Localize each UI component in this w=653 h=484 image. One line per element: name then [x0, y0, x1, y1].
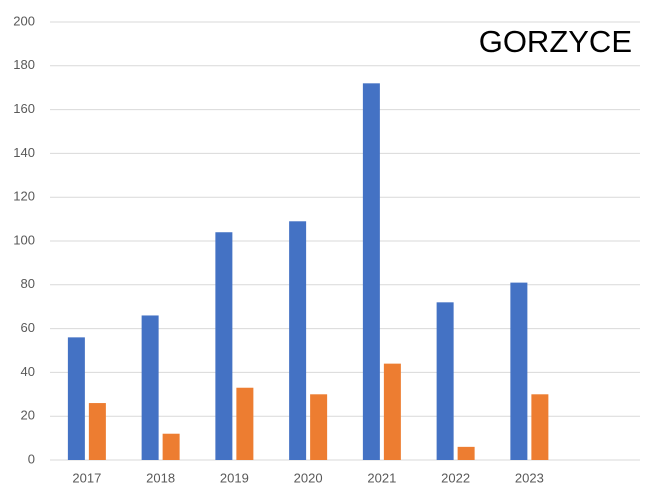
x-tick-label: 2023	[515, 470, 544, 484]
y-tick-label: 80	[21, 276, 35, 291]
x-tick-label: 2017	[72, 470, 101, 484]
y-tick-label: 160	[13, 101, 35, 116]
bar	[436, 302, 454, 460]
bar	[215, 232, 233, 460]
y-tick-label: 180	[13, 57, 35, 72]
chart-title: GORZYCE	[479, 24, 632, 59]
bar	[289, 221, 307, 460]
bar	[236, 387, 254, 460]
y-tick-label: 0	[28, 451, 35, 466]
y-tick-label: 40	[21, 364, 35, 379]
y-tick-label: 60	[21, 320, 35, 335]
bar	[383, 363, 401, 460]
y-tick-label: 100	[13, 232, 35, 247]
y-tick-label: 20	[21, 408, 35, 423]
x-tick-label: 2020	[294, 470, 323, 484]
x-tick-label: 2021	[367, 470, 396, 484]
bar	[310, 394, 328, 460]
bar	[67, 337, 85, 460]
y-tick-label: 140	[13, 145, 35, 160]
x-tick-label: 2018	[146, 470, 175, 484]
bar	[88, 403, 106, 460]
bar	[531, 394, 549, 460]
y-tick-label: 200	[13, 13, 35, 28]
bar	[162, 433, 180, 460]
bar	[457, 446, 475, 460]
bar	[141, 315, 159, 460]
bar	[362, 83, 380, 460]
x-tick-label: 2019	[220, 470, 249, 484]
x-tick-label: 2022	[441, 470, 470, 484]
bar	[510, 282, 528, 460]
y-tick-label: 120	[13, 189, 35, 204]
